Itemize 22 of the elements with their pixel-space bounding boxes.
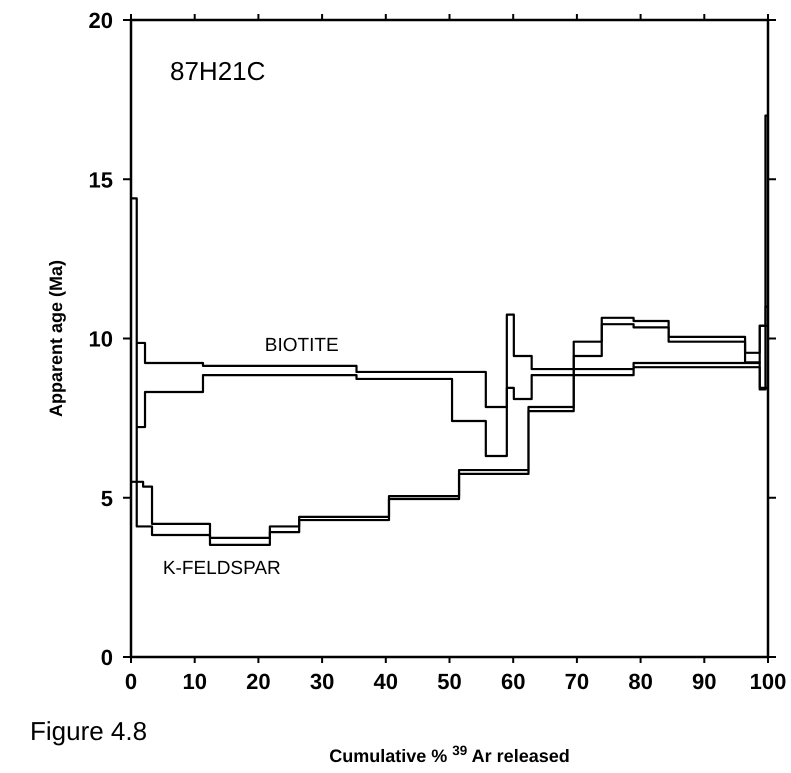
series-label: K-FELDSPAR — [162, 558, 281, 580]
x-axis-title: Cumulative % $^{39}$Ar released — [329, 742, 570, 766]
x-tick-label: 50 — [437, 669, 462, 694]
x-tick-label: 0 — [124, 669, 138, 694]
y-tick-label: 5 — [100, 486, 113, 511]
x-tick-label: 20 — [246, 669, 271, 694]
y-axis-title: Apparent age (Ma) — [46, 260, 66, 418]
annotation: 87H21C — [170, 56, 266, 86]
x-tick-label: 90 — [692, 669, 717, 694]
x-tick-label: 30 — [310, 669, 334, 694]
x-tick-label: 10 — [182, 669, 207, 694]
y-tick-label: 20 — [88, 8, 113, 33]
series-label: BIOTITE — [264, 335, 339, 356]
x-tick-label: 100 — [750, 669, 786, 694]
caption: Figure 4.8 — [30, 716, 148, 746]
y-tick-label: 15 — [88, 167, 113, 192]
x-tick-label: 40 — [374, 669, 398, 694]
y-tick-label: 0 — [100, 645, 113, 670]
x-tick-label: 70 — [564, 669, 590, 694]
x-tick-label: 60 — [500, 669, 526, 694]
y-tick-label: 10 — [88, 326, 113, 352]
x-tick-label: 80 — [628, 669, 653, 694]
